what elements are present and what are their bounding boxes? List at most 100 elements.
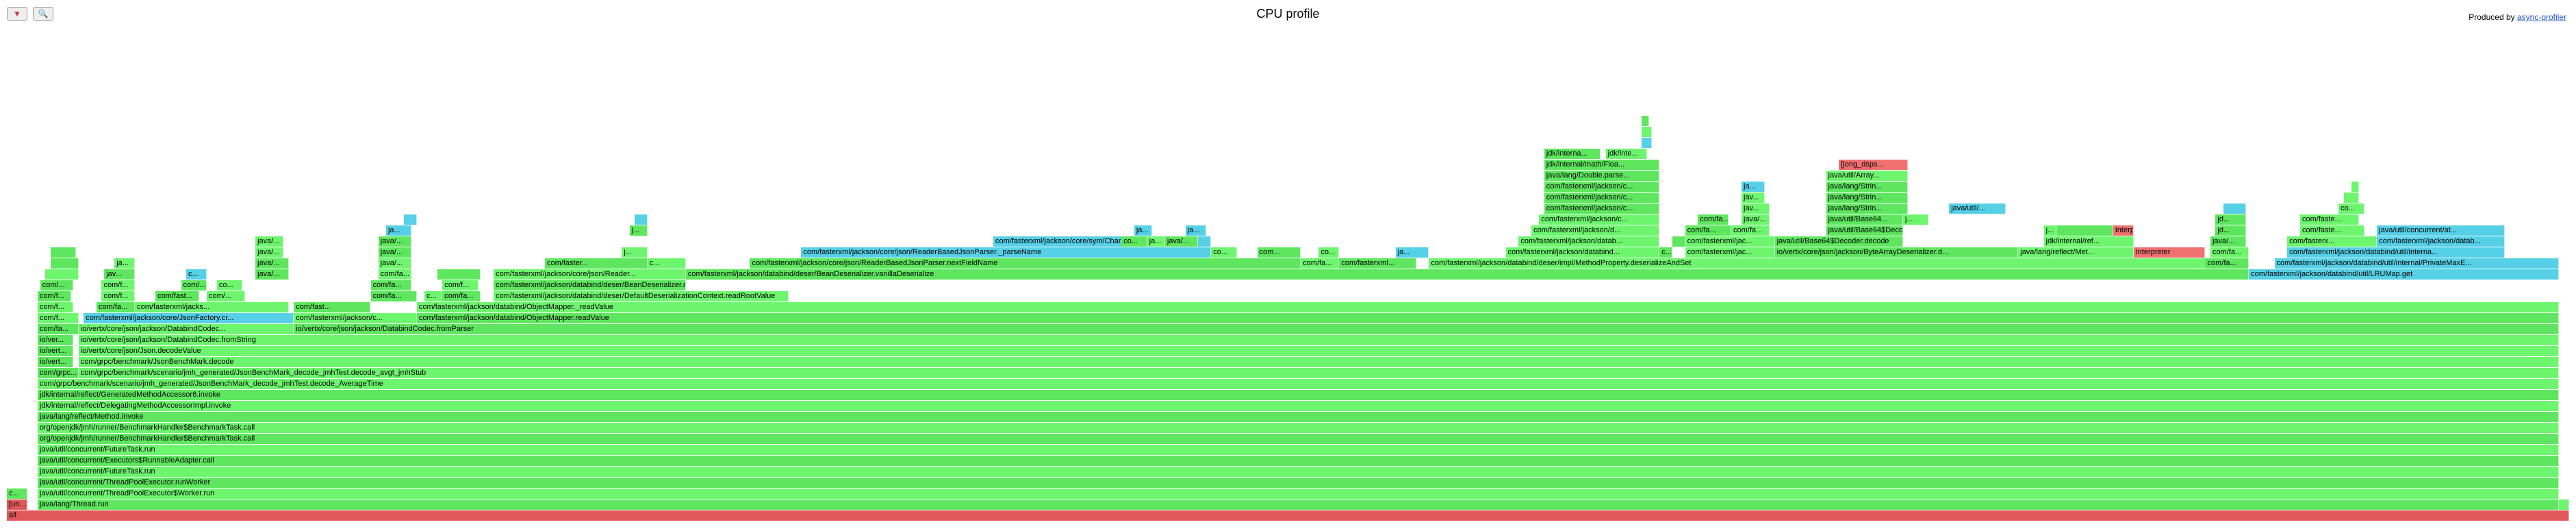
flame-frame[interactable]: co... bbox=[2338, 203, 2364, 214]
flame-frame[interactable]: com/fa... bbox=[1731, 225, 1770, 236]
flame-frame[interactable]: com/fasterxml/jackson/databind/deser/imp… bbox=[1429, 258, 2249, 269]
flame-frame[interactable]: co... bbox=[1211, 247, 1237, 258]
flame-frame[interactable]: jdk/internal/reflect/GeneratedMethodAcce… bbox=[37, 390, 2560, 400]
flame-frame[interactable]: io/ver... bbox=[37, 335, 74, 345]
flame-frame[interactable]: jd... bbox=[2215, 225, 2247, 236]
flame-frame[interactable]: com/fa... bbox=[37, 324, 79, 334]
flame-frame[interactable]: java/lang/Double.parse... bbox=[1544, 171, 1660, 181]
flame-frame[interactable]: Interpre... bbox=[2113, 225, 2134, 236]
flame-frame[interactable] bbox=[2056, 225, 2113, 236]
flame-frame[interactable]: com/grpc... bbox=[37, 368, 79, 378]
reverse-button[interactable]: ▼ bbox=[7, 7, 27, 21]
flame-frame[interactable] bbox=[1642, 116, 1650, 126]
flame-frame[interactable]: com/fasterxml/jac... bbox=[1685, 236, 1775, 247]
flame-frame[interactable]: com/f... bbox=[442, 280, 479, 291]
flame-frame[interactable]: ja... bbox=[1395, 247, 1429, 258]
flame-frame[interactable]: [jong_dsps... bbox=[1839, 160, 1909, 170]
flame-frame[interactable]: com/fasterxml/jackson/c... bbox=[1544, 182, 1660, 192]
flame-frame[interactable]: com... bbox=[1257, 247, 1301, 258]
flame-frame[interactable]: Interpreter bbox=[2133, 247, 2206, 258]
flame-frame[interactable]: jdk/internal/reflect/DelegatingMethodAcc… bbox=[37, 401, 2560, 411]
flame-frame[interactable]: jdk/interna... bbox=[1544, 149, 1601, 159]
flame-frame[interactable]: com/fasterxml/jackson/databind/util/LRUM… bbox=[2249, 269, 2560, 280]
flame-frame[interactable]: ja... bbox=[1147, 236, 1165, 247]
flame-frame[interactable]: com/fasterxml/jackson/datab... bbox=[2377, 236, 2505, 247]
flame-frame[interactable]: com/f... bbox=[37, 302, 74, 312]
flame-frame[interactable]: com/fasterxml/jackson/core/json/ReaderBa… bbox=[750, 258, 1301, 269]
flame-frame[interactable]: jav... bbox=[1742, 203, 1770, 214]
flame-frame[interactable]: java/util/Array... bbox=[1826, 171, 1909, 181]
flame-frame[interactable]: com/fasterxml/jackson/databind/ObjectMap… bbox=[416, 302, 2560, 312]
flame-frame[interactable]: co... bbox=[1318, 247, 1340, 258]
flame-frame[interactable]: j... bbox=[1902, 214, 1929, 225]
flame-frame[interactable] bbox=[1672, 236, 1685, 247]
flame-frame[interactable]: com/grpc/benchmark/JsonBenchMark.decode bbox=[78, 357, 2560, 367]
flame-frame[interactable]: com/fasterxml/jackson/databind/deser/Bea… bbox=[685, 269, 2249, 280]
flame-frame[interactable]: ja... bbox=[385, 225, 412, 236]
flame-frame[interactable]: com/faster... bbox=[545, 258, 648, 269]
flame-frame[interactable] bbox=[45, 269, 79, 280]
flame-frame[interactable]: java/util/concurrent/FutureTask.run bbox=[37, 467, 2560, 477]
flame-frame[interactable]: java/... bbox=[378, 258, 412, 269]
flame-frame[interactable]: c... bbox=[647, 258, 686, 269]
flame-frame[interactable]: com/grpc/benchmark/scenario/jmh_generate… bbox=[78, 368, 2560, 378]
flame-frame[interactable]: com/fasterxml/jackson/databind/util/inte… bbox=[2274, 258, 2560, 269]
flame-frame[interactable]: j... bbox=[2043, 225, 2057, 236]
flame-frame[interactable]: java/... bbox=[1742, 214, 1770, 225]
flame-frame[interactable]: java/util/concurrent/Executors$RunnableA… bbox=[37, 456, 2560, 466]
flame-frame[interactable]: com/fasterxml/jackson/core/JsonFactory.c… bbox=[84, 313, 294, 323]
flame-frame[interactable]: com/fa... bbox=[1698, 214, 1729, 225]
flame-frame[interactable]: java/util/Base64... bbox=[1826, 214, 1903, 225]
flame-frame[interactable]: org/openjdk/jmh/runner/BenchmarkHandler$… bbox=[37, 423, 2560, 433]
flame-frame[interactable]: java/... bbox=[255, 258, 289, 269]
flame-frame[interactable]: com/fa... bbox=[2210, 247, 2249, 258]
flame-frame[interactable]: com/fa... bbox=[370, 291, 417, 301]
flame-frame[interactable]: com/fasterx... bbox=[2287, 236, 2377, 247]
flame-frame[interactable]: java/... bbox=[378, 236, 412, 247]
flame-frame[interactable]: com/fa... bbox=[378, 269, 412, 280]
flame-frame[interactable]: java/... bbox=[378, 247, 412, 258]
flame-frame[interactable]: com/f... bbox=[101, 291, 136, 301]
flame-frame[interactable]: java/... bbox=[1164, 236, 1199, 247]
flame-frame[interactable]: com/fast... bbox=[294, 302, 371, 312]
flame-frame[interactable]: com/fa... bbox=[2205, 258, 2249, 269]
flame-frame[interactable]: java/... bbox=[255, 269, 289, 280]
flame-frame[interactable]: com/fa... bbox=[1301, 258, 1340, 269]
flame-frame[interactable]: java/util/Base64$Decoder.decode bbox=[1774, 236, 1903, 247]
flame-frame[interactable] bbox=[2223, 203, 2247, 214]
flame-frame[interactable]: io/vertx/core/json/jackson/ByteArrayDese… bbox=[1774, 247, 2019, 258]
flame-frame[interactable]: ja... bbox=[1185, 225, 1206, 236]
flame-frame[interactable]: java/util/Base64$Deco... bbox=[1826, 225, 1903, 236]
flame-frame[interactable] bbox=[2559, 499, 2569, 510]
flame-frame[interactable]: com/fa... bbox=[97, 302, 136, 312]
flame-frame[interactable]: java/lang/reflect/Method.invoke bbox=[37, 412, 2560, 422]
flame-frame[interactable] bbox=[1642, 138, 1652, 148]
flame-frame[interactable]: io/vertx/core/json/Json.decodeValue bbox=[78, 346, 2560, 356]
flame-frame[interactable]: com/fasterxml/jacks... bbox=[135, 302, 289, 312]
flame-frame[interactable]: com/grpc/benchmark/scenario/jmh_generate… bbox=[37, 379, 2560, 389]
search-button[interactable]: 🔍 bbox=[33, 7, 53, 21]
flame-frame[interactable] bbox=[1642, 127, 1652, 137]
flame-frame[interactable]: ja... bbox=[1134, 225, 1153, 236]
flame-frame[interactable]: com/fasterxml/jackson/c... bbox=[294, 313, 417, 323]
flame-frame[interactable]: java/... bbox=[255, 236, 284, 247]
flame-frame[interactable] bbox=[50, 247, 77, 258]
flame-frame[interactable]: ja... bbox=[114, 258, 136, 269]
flame-frame[interactable]: co... bbox=[1121, 236, 1147, 247]
flame-frame[interactable] bbox=[2343, 193, 2360, 203]
flame-frame[interactable]: java/util/concurrent/FutureTask.run bbox=[37, 445, 2560, 455]
flame-frame[interactable] bbox=[437, 269, 481, 280]
flame-frame[interactable]: com/... bbox=[40, 280, 74, 291]
flame-frame[interactable]: com/f... bbox=[37, 291, 71, 301]
flame-frame[interactable]: all bbox=[7, 510, 2569, 521]
flame-frame[interactable]: com/fasterxml/jackson/c... bbox=[1544, 193, 1660, 203]
flame-frame[interactable]: com/fasterxml/jackson/datab... bbox=[1518, 236, 1660, 247]
flame-frame[interactable]: io/vert... bbox=[37, 346, 74, 356]
flame-frame[interactable]: c... bbox=[424, 291, 443, 301]
flame-frame[interactable]: com/fasterxml... bbox=[1339, 258, 1416, 269]
flame-frame[interactable]: c... bbox=[186, 269, 207, 280]
flame-frame[interactable] bbox=[635, 214, 648, 225]
flame-frame[interactable]: io/vertx/core/json/jackson/DatabindCodec… bbox=[78, 335, 2560, 345]
flame-frame[interactable]: com/faste... bbox=[2299, 214, 2360, 225]
flame-frame[interactable]: jav... bbox=[1742, 193, 1765, 203]
